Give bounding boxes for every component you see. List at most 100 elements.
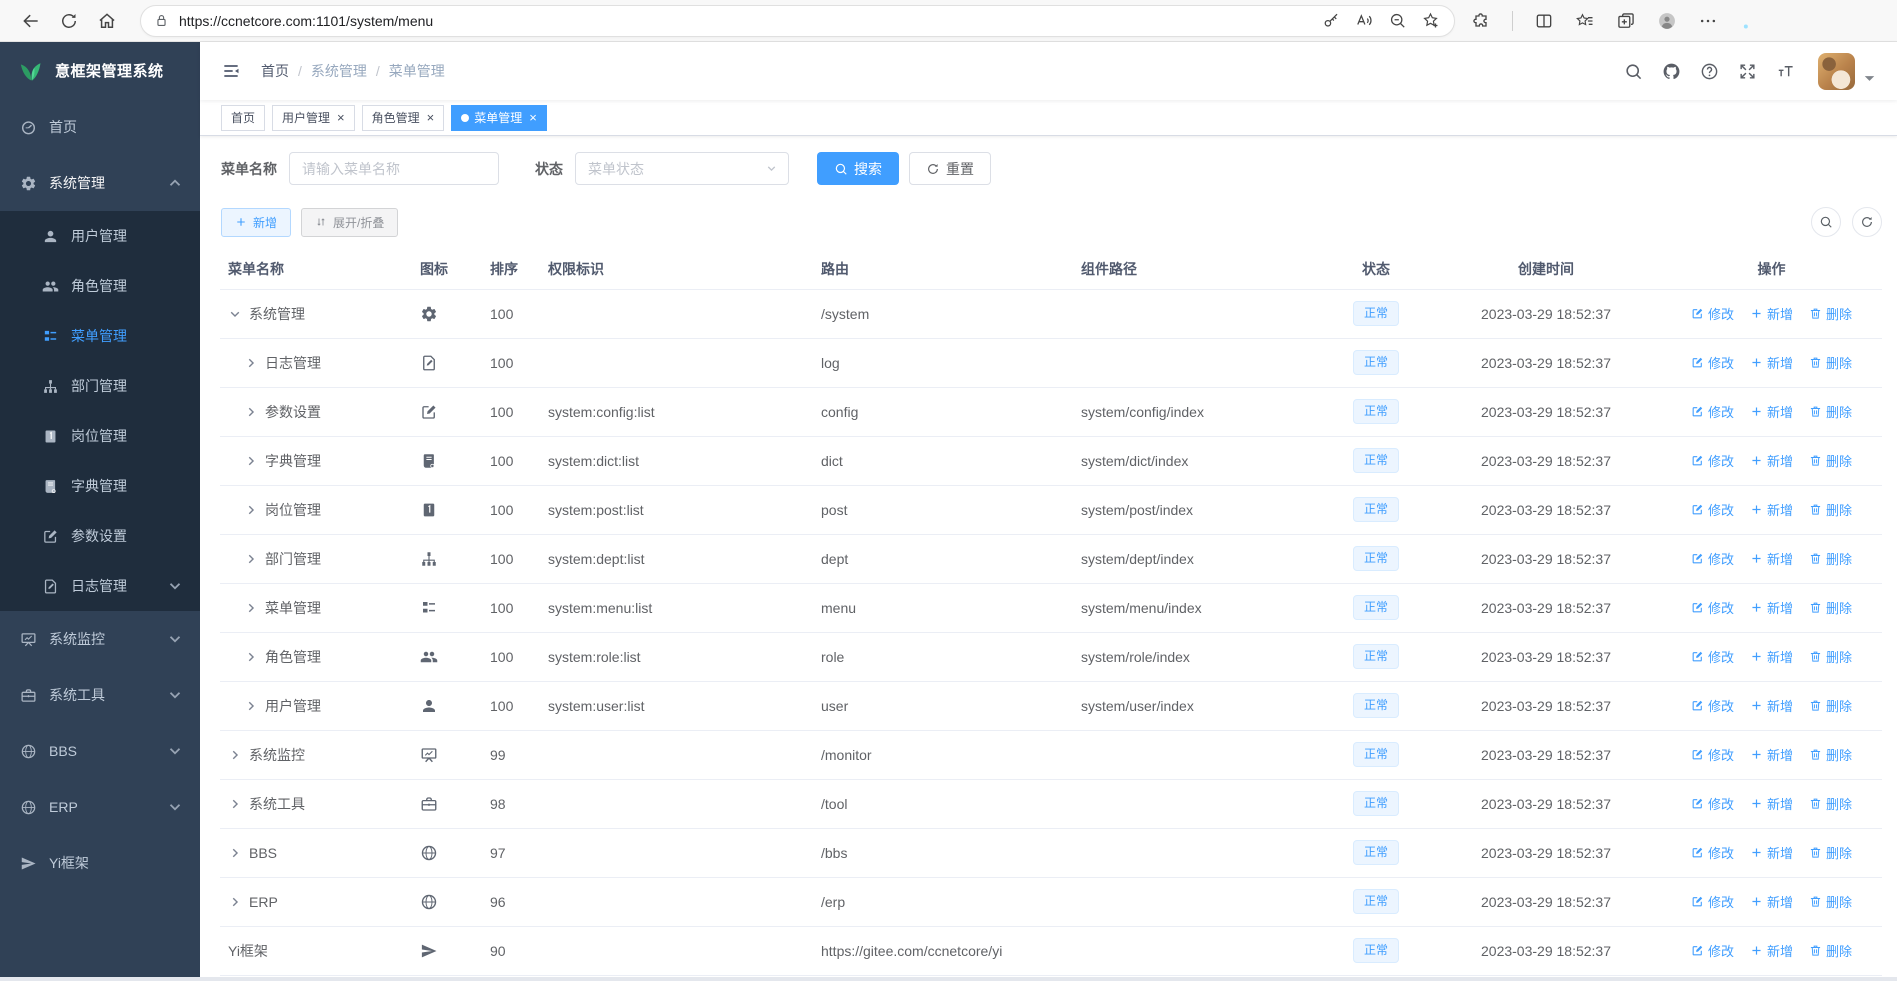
reset-button[interactable]: 重置 — [909, 152, 991, 185]
row-add-link[interactable]: 新增 — [1750, 941, 1793, 960]
table-row[interactable]: 岗位管理 100 system:post:list post system/po… — [220, 485, 1882, 535]
table-row[interactable]: Yi框架 90 https://gitee.com/ccnetcore/yi 正… — [220, 926, 1882, 976]
sidebar-item-user[interactable]: 用户管理 — [0, 211, 200, 261]
row-add-link[interactable]: 新增 — [1750, 549, 1793, 568]
row-expand-icon[interactable] — [244, 454, 258, 468]
row-delete-link[interactable]: 删除 — [1809, 843, 1852, 862]
row-expand-icon[interactable] — [244, 601, 258, 615]
table-row[interactable]: ERP 96 /erp 正常 2023-03-29 18:52:37 修改 新增… — [220, 877, 1882, 927]
table-row[interactable]: 用户管理 100 system:user:list user system/us… — [220, 681, 1882, 731]
row-add-link[interactable]: 新增 — [1750, 451, 1793, 470]
row-delete-link[interactable]: 删除 — [1809, 647, 1852, 666]
row-delete-link[interactable]: 删除 — [1809, 941, 1852, 960]
row-edit-link[interactable]: 修改 — [1691, 353, 1734, 372]
menu-name-input[interactable] — [289, 152, 499, 185]
row-add-link[interactable]: 新增 — [1750, 647, 1793, 666]
row-expand-icon[interactable] — [244, 356, 258, 370]
sidebar-item-menu[interactable]: 菜单管理 — [0, 311, 200, 361]
expand-collapse-button[interactable]: 展开/折叠 — [301, 207, 399, 237]
browser-zoom-out-button[interactable] — [1388, 11, 1407, 30]
row-delete-link[interactable]: 删除 — [1809, 892, 1852, 911]
breadcrumb-item[interactable]: 菜单管理 — [388, 63, 445, 79]
row-expand-icon[interactable] — [244, 503, 258, 517]
browser-star-add-button[interactable] — [1421, 11, 1440, 30]
row-edit-link[interactable]: 修改 — [1691, 794, 1734, 813]
browser-collections-button[interactable] — [1616, 11, 1636, 31]
browser-bing-chat-button[interactable] — [1739, 11, 1759, 31]
row-expand-icon[interactable] — [228, 307, 242, 321]
browser-extensions-button[interactable] — [1471, 11, 1491, 31]
row-edit-link[interactable]: 修改 — [1691, 647, 1734, 666]
row-add-link[interactable]: 新增 — [1750, 892, 1793, 911]
row-delete-link[interactable]: 删除 — [1809, 794, 1852, 813]
browser-more-button[interactable] — [1698, 11, 1718, 31]
row-add-link[interactable]: 新增 — [1750, 500, 1793, 519]
tab-close-icon[interactable]: × — [426, 110, 435, 125]
browser-back-button[interactable] — [12, 4, 50, 38]
row-delete-link[interactable]: 删除 — [1809, 549, 1852, 568]
navbar-font-size-button[interactable] — [1776, 62, 1795, 81]
table-row[interactable]: 日志管理 100 log 正常 2023-03-29 18:52:37 修改 新… — [220, 338, 1882, 388]
row-add-link[interactable]: 新增 — [1750, 402, 1793, 421]
tab-close-icon[interactable]: × — [337, 110, 345, 125]
row-edit-link[interactable]: 修改 — [1691, 598, 1734, 617]
table-row[interactable]: 系统管理 100 /system 正常 2023-03-29 18:52:37 … — [220, 289, 1882, 339]
table-row[interactable]: 角色管理 100 system:role:list role system/ro… — [220, 632, 1882, 682]
row-expand-icon[interactable] — [244, 405, 258, 419]
row-delete-link[interactable]: 删除 — [1809, 353, 1852, 372]
row-add-link[interactable]: 新增 — [1750, 353, 1793, 372]
row-delete-link[interactable]: 删除 — [1809, 745, 1852, 764]
app-logo[interactable]: 意框架管理系统 — [0, 42, 200, 99]
row-edit-link[interactable]: 修改 — [1691, 304, 1734, 323]
add-button[interactable]: 新增 — [221, 207, 292, 237]
row-expand-icon[interactable] — [244, 552, 258, 566]
browser-split-screen-button[interactable] — [1534, 11, 1554, 31]
browser-key-button[interactable] — [1322, 11, 1341, 30]
row-edit-link[interactable]: 修改 — [1691, 402, 1734, 421]
refresh-table-button[interactable] — [1852, 207, 1882, 237]
show-search-button[interactable] — [1811, 207, 1841, 237]
sidebar-item-home[interactable]: 首页 — [0, 99, 200, 155]
table-row[interactable]: 字典管理 100 system:dict:list dict system/di… — [220, 436, 1882, 486]
breadcrumb-item[interactable]: 首页 — [261, 63, 289, 79]
tab-用户管理[interactable]: 用户管理 × — [272, 104, 355, 131]
sidebar-item-post[interactable]: 岗位管理 — [0, 411, 200, 461]
row-expand-icon[interactable] — [244, 699, 258, 713]
row-add-link[interactable]: 新增 — [1750, 598, 1793, 617]
row-edit-link[interactable]: 修改 — [1691, 451, 1734, 470]
navbar-github-button[interactable] — [1662, 62, 1681, 81]
row-add-link[interactable]: 新增 — [1750, 745, 1793, 764]
row-delete-link[interactable]: 删除 — [1809, 500, 1852, 519]
table-row[interactable]: 参数设置 100 system:config:list config syste… — [220, 387, 1882, 437]
row-edit-link[interactable]: 修改 — [1691, 696, 1734, 715]
sidebar-item-log[interactable]: 日志管理 — [0, 561, 200, 611]
browser-read-aloud-button[interactable] — [1355, 11, 1374, 30]
sidebar-item-dict[interactable]: 字典管理 — [0, 461, 200, 511]
browser-home-button[interactable] — [88, 4, 126, 38]
sidebar-item-yi[interactable]: Yi框架 — [0, 835, 200, 891]
row-edit-link[interactable]: 修改 — [1691, 549, 1734, 568]
status-select[interactable]: 菜单状态 — [575, 152, 789, 185]
user-menu[interactable] — [1818, 52, 1879, 90]
navbar-search-button[interactable] — [1624, 62, 1643, 81]
row-edit-link[interactable]: 修改 — [1691, 745, 1734, 764]
sidebar-item-config[interactable]: 参数设置 — [0, 511, 200, 561]
row-add-link[interactable]: 新增 — [1750, 794, 1793, 813]
address-bar[interactable]: https://ccnetcore.com:1101/system/menu — [140, 4, 1455, 37]
table-row[interactable]: 菜单管理 100 system:menu:list menu system/me… — [220, 583, 1882, 633]
sidebar-item-system[interactable]: 系统管理 — [0, 155, 200, 211]
row-delete-link[interactable]: 删除 — [1809, 304, 1852, 323]
navbar-fullscreen-button[interactable] — [1738, 62, 1757, 81]
sidebar-item-dept[interactable]: 部门管理 — [0, 361, 200, 411]
row-add-link[interactable]: 新增 — [1750, 843, 1793, 862]
row-delete-link[interactable]: 删除 — [1809, 451, 1852, 470]
browser-favorites-bar-button[interactable] — [1575, 11, 1595, 31]
row-delete-link[interactable]: 删除 — [1809, 402, 1852, 421]
row-expand-icon[interactable] — [228, 895, 242, 909]
row-delete-link[interactable]: 删除 — [1809, 696, 1852, 715]
row-add-link[interactable]: 新增 — [1750, 304, 1793, 323]
sidebar-item-bbs[interactable]: BBS — [0, 723, 200, 779]
row-edit-link[interactable]: 修改 — [1691, 500, 1734, 519]
breadcrumb-item[interactable]: 系统管理 — [310, 63, 367, 79]
browser-reload-button[interactable] — [50, 4, 88, 38]
